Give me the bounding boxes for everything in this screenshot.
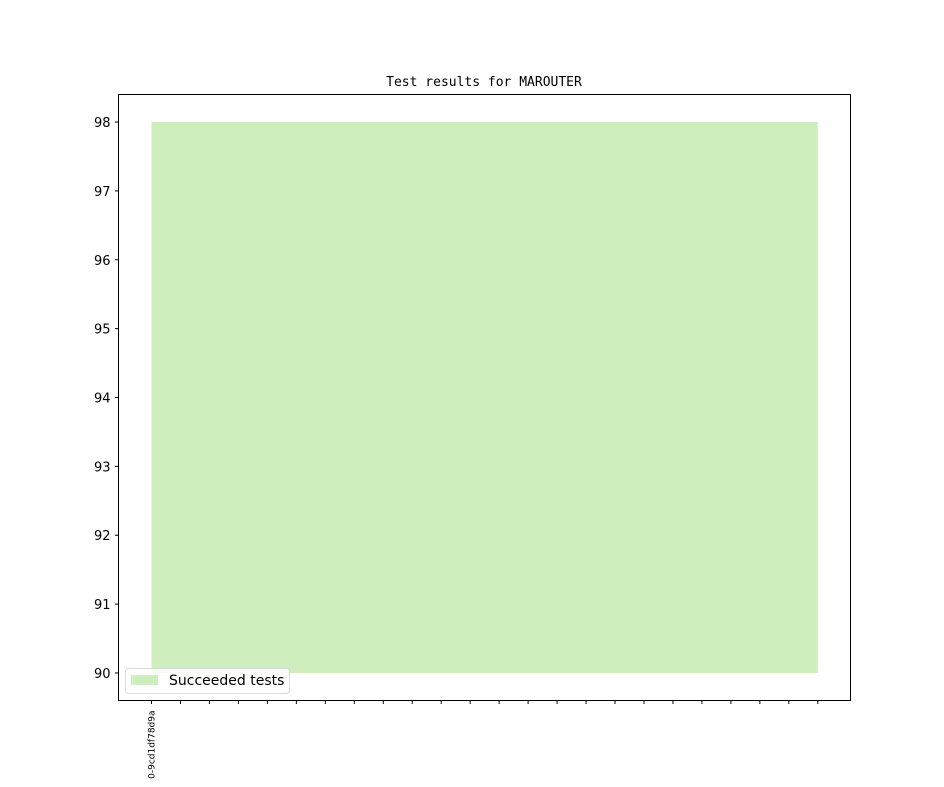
area-series-0 <box>151 122 818 673</box>
legend-label-succeeded: Succeeded tests <box>169 673 284 689</box>
y-tick-label: 90 <box>94 667 111 682</box>
y-tick-label: 93 <box>94 460 111 475</box>
y-tick-label: 98 <box>94 116 111 131</box>
legend: Succeeded tests <box>125 668 290 694</box>
x-tick-label: 0-9cd1df78d9a <box>148 711 158 779</box>
y-tick-label: 92 <box>94 529 111 544</box>
legend-swatch-succeeded <box>131 675 158 685</box>
y-tick-label: 97 <box>94 185 111 200</box>
y-tick-label: 95 <box>94 323 111 338</box>
chart-title: Test results for MAROUTER <box>386 75 582 90</box>
legend-box <box>125 668 290 694</box>
y-tick-label: 94 <box>94 392 111 407</box>
y-tick-label: 91 <box>94 598 111 613</box>
y-tick-label: 96 <box>94 254 111 269</box>
